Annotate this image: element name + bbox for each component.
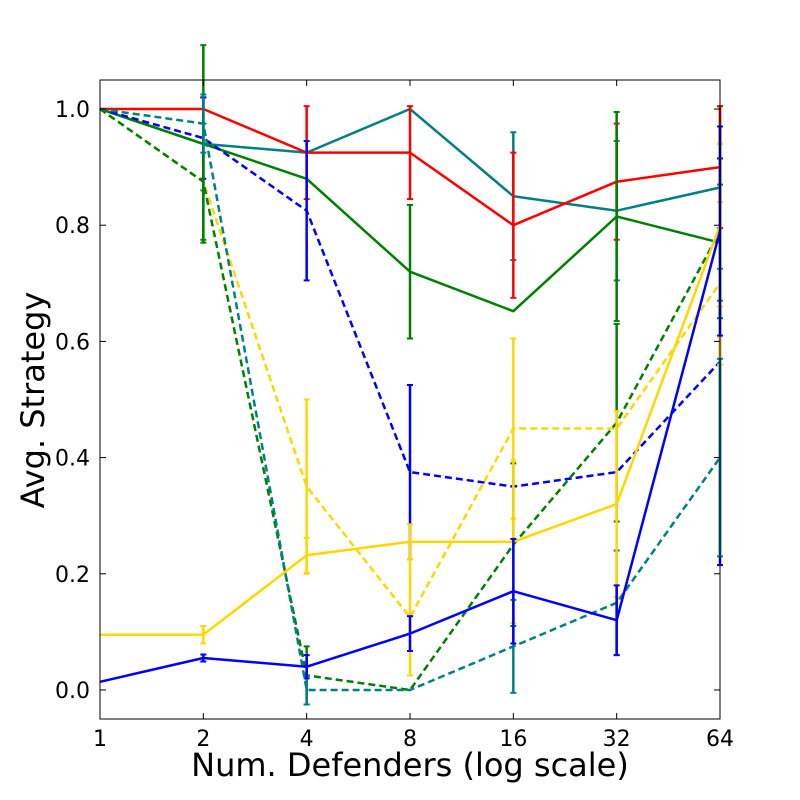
y-axis-title: Avg. Strategy [14, 292, 52, 509]
x-tick-label: 1 [93, 727, 107, 752]
x-axis-title: Num. Defenders (log scale) [191, 746, 629, 784]
y-tick-label: 0.4 [55, 447, 90, 472]
y-tick-label: 1.0 [55, 98, 90, 123]
x-tick-label: 2 [196, 727, 210, 752]
y-tick-label: 0.6 [55, 330, 90, 355]
x-tick-label: 16 [499, 727, 527, 752]
tick-layer: 1 2 4 8 16 32 64 0.0 0.2 0.4 0.6 0.8 1.0 [55, 80, 734, 752]
y-tick-label: 0.0 [55, 679, 90, 704]
x-tick-label: 8 [403, 727, 417, 752]
series-line [99, 230, 722, 684]
y-tick-label: 0.2 [55, 563, 90, 588]
x-tick-label: 32 [603, 727, 631, 752]
x-tick-label: 64 [706, 727, 734, 752]
x-tick-label: 4 [300, 727, 314, 752]
series-line [100, 224, 722, 637]
y-tick-label: 0.8 [55, 214, 90, 239]
